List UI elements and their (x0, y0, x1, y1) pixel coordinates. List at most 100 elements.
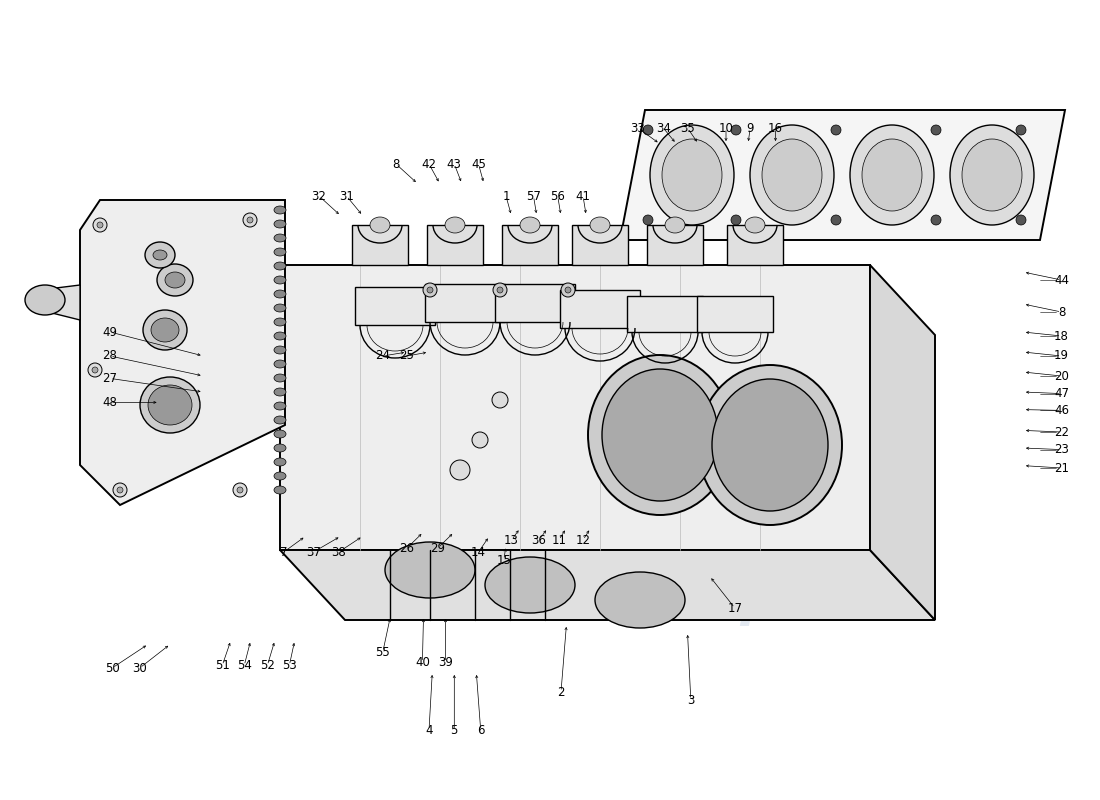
Text: 30: 30 (132, 662, 147, 674)
Polygon shape (40, 285, 80, 320)
Ellipse shape (1016, 125, 1026, 135)
Ellipse shape (274, 360, 286, 368)
Polygon shape (352, 225, 408, 265)
Polygon shape (280, 550, 935, 620)
Text: 35: 35 (680, 122, 695, 134)
Text: 22: 22 (1054, 426, 1069, 438)
Ellipse shape (931, 215, 940, 225)
Ellipse shape (151, 318, 179, 342)
Ellipse shape (520, 217, 540, 233)
Ellipse shape (850, 125, 934, 225)
Text: 18: 18 (1054, 330, 1069, 342)
Text: 9: 9 (747, 122, 754, 134)
Ellipse shape (450, 460, 470, 480)
Ellipse shape (1016, 215, 1026, 225)
Text: 26: 26 (399, 542, 415, 554)
Ellipse shape (274, 444, 286, 452)
Text: 20: 20 (1054, 370, 1069, 382)
Ellipse shape (274, 304, 286, 312)
Ellipse shape (274, 388, 286, 396)
Ellipse shape (424, 283, 437, 297)
Text: 46: 46 (1054, 404, 1069, 417)
Text: 42: 42 (421, 158, 437, 170)
Ellipse shape (274, 402, 286, 410)
Polygon shape (355, 287, 434, 325)
Text: 47: 47 (1054, 387, 1069, 400)
Text: 3: 3 (688, 694, 694, 706)
Text: 28: 28 (102, 350, 118, 362)
Polygon shape (495, 284, 575, 322)
Text: 12: 12 (575, 534, 591, 546)
Text: 33: 33 (630, 122, 646, 134)
Ellipse shape (274, 206, 286, 214)
Ellipse shape (385, 542, 475, 598)
Ellipse shape (472, 432, 488, 448)
Polygon shape (80, 200, 285, 505)
Ellipse shape (830, 215, 842, 225)
Ellipse shape (732, 215, 741, 225)
Polygon shape (427, 225, 483, 265)
Text: 31: 31 (339, 190, 354, 202)
Ellipse shape (745, 217, 764, 233)
Text: 48: 48 (102, 396, 118, 409)
Text: 44: 44 (1054, 274, 1069, 286)
Ellipse shape (274, 458, 286, 466)
Ellipse shape (274, 346, 286, 354)
Ellipse shape (862, 139, 922, 211)
Text: 32: 32 (311, 190, 327, 202)
Ellipse shape (732, 125, 741, 135)
Ellipse shape (236, 487, 243, 493)
Ellipse shape (165, 272, 185, 288)
Ellipse shape (485, 557, 575, 613)
Text: 43: 43 (447, 158, 462, 170)
Text: 5: 5 (451, 724, 458, 737)
Ellipse shape (88, 363, 102, 377)
Text: 17: 17 (727, 602, 742, 614)
Polygon shape (697, 296, 773, 332)
Ellipse shape (153, 250, 167, 260)
Text: 21: 21 (1054, 462, 1069, 474)
Ellipse shape (962, 139, 1022, 211)
Text: eurospares: eurospares (574, 574, 900, 626)
Ellipse shape (274, 486, 286, 494)
Polygon shape (572, 225, 628, 265)
Ellipse shape (662, 139, 722, 211)
Text: 10: 10 (718, 122, 734, 134)
Ellipse shape (274, 262, 286, 270)
Ellipse shape (243, 213, 257, 227)
Text: 4: 4 (426, 724, 432, 737)
Ellipse shape (492, 392, 508, 408)
Text: 55: 55 (375, 646, 390, 658)
Polygon shape (870, 265, 935, 620)
Ellipse shape (493, 283, 507, 297)
Ellipse shape (750, 125, 834, 225)
Ellipse shape (666, 217, 685, 233)
Polygon shape (560, 290, 640, 328)
Ellipse shape (274, 290, 286, 298)
Ellipse shape (274, 248, 286, 256)
Polygon shape (620, 110, 1065, 240)
Text: 6: 6 (477, 724, 484, 737)
Text: 40: 40 (415, 656, 430, 669)
Text: 39: 39 (438, 656, 453, 669)
Polygon shape (627, 296, 703, 332)
Ellipse shape (274, 416, 286, 424)
Text: 27: 27 (102, 372, 118, 385)
Text: 54: 54 (236, 659, 252, 672)
Ellipse shape (143, 310, 187, 350)
Ellipse shape (588, 355, 732, 515)
Ellipse shape (565, 287, 571, 293)
Ellipse shape (644, 215, 653, 225)
Ellipse shape (427, 287, 433, 293)
Text: 8: 8 (393, 158, 399, 170)
Polygon shape (502, 225, 558, 265)
Ellipse shape (698, 365, 842, 525)
Ellipse shape (762, 139, 822, 211)
Text: 34: 34 (656, 122, 671, 134)
Ellipse shape (561, 283, 575, 297)
Text: 15: 15 (496, 554, 512, 566)
Text: 25: 25 (399, 350, 415, 362)
Text: 45: 45 (471, 158, 486, 170)
Ellipse shape (644, 125, 653, 135)
Ellipse shape (92, 367, 98, 373)
